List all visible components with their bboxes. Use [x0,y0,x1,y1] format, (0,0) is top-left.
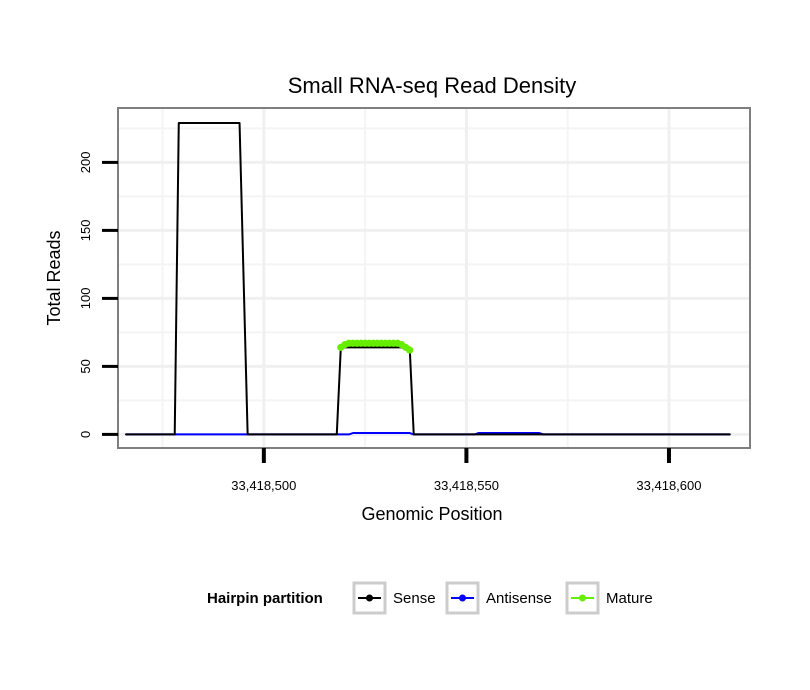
legend: Hairpin partition Sense Antisense Mature [207,581,653,615]
legend-label-antisense: Antisense [486,590,552,607]
x-axis-title: Genomic Position [361,504,502,524]
x-tick-label: 33,418,500 [231,478,296,493]
chart-title: Small RNA-seq Read Density [288,73,577,98]
plot-area [118,108,750,448]
legend-key-dot-antisense [459,594,466,602]
y-tick-label: 150 [78,220,93,242]
axis-layer: 33,418,500 33,418,550 33,418,600 0 50 100 150 2… [78,152,702,493]
legend-key-dot-sense [366,594,373,602]
y-axis-title: Total Reads [44,230,64,325]
legend-label-mature: Mature [606,590,653,607]
x-tick-label: 33,418,550 [434,478,499,493]
sense-series-line [125,121,731,436]
y-tick-label: 0 [78,431,93,438]
y-tick-label: 50 [78,359,93,373]
legend-label-sense: Sense [393,590,436,607]
legend-title: Hairpin partition [207,590,323,607]
legend-key-dot-mature [579,594,586,602]
series-layer [125,121,731,436]
y-tick-label: 200 [78,152,93,174]
x-tick-label: 33,418,600 [636,478,701,493]
mature-data-point [406,346,414,354]
y-tick-label: 100 [78,288,93,310]
plot-border [117,107,751,449]
